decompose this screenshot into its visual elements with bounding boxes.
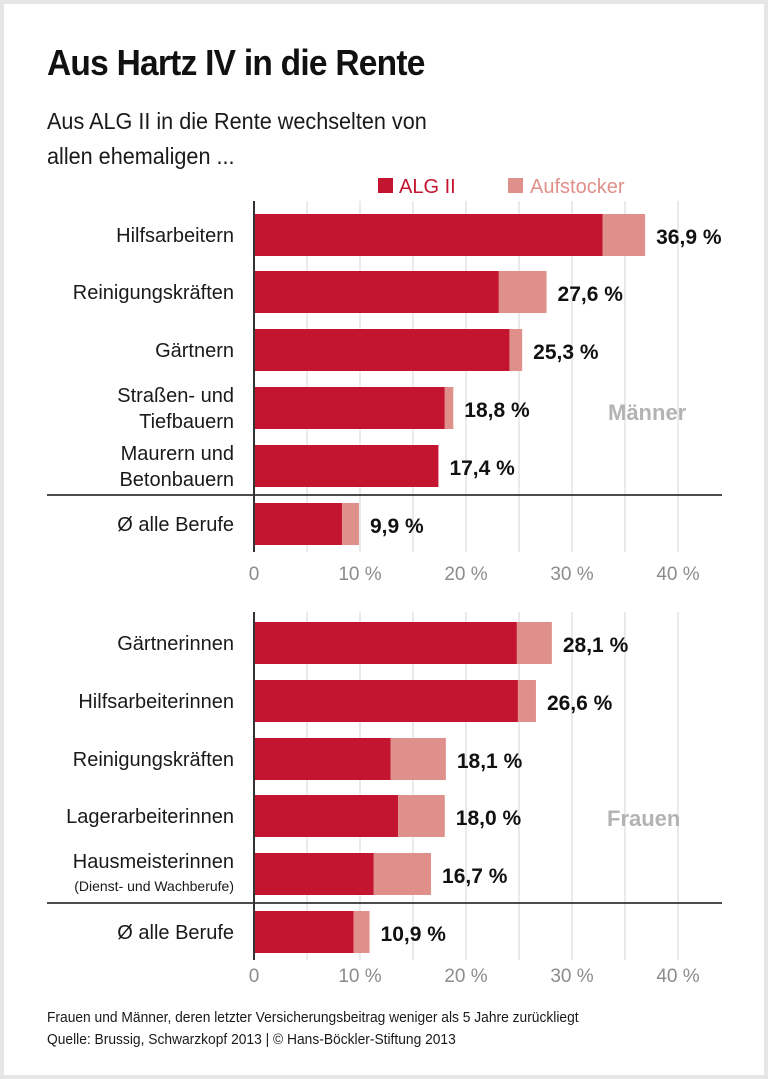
bar-aufstocker: [398, 795, 445, 837]
bar-aufstocker: [509, 329, 523, 371]
page-title: Aus Hartz IV in die Rente: [47, 42, 425, 83]
category-label: Straßen- und: [117, 385, 234, 407]
x-tick-label: 10 %: [338, 564, 381, 585]
value-label: 18,0 %: [456, 807, 522, 830]
x-tick-label: 40 %: [656, 564, 699, 585]
chart-area: ALG II Aufstocker 0 10 % 20 % 30 % 40 % Männe…: [47, 176, 722, 987]
x-tick-label: 30 %: [550, 966, 593, 987]
x-tick-label: 0: [249, 564, 260, 585]
value-label: 17,4 %: [449, 457, 515, 480]
category-label: Gärtnerinnen: [117, 633, 234, 655]
value-label: 16,7 %: [442, 865, 508, 888]
category-label: Hausmeisterinnen: [73, 851, 234, 873]
bar-aufstocker: [390, 738, 446, 780]
value-label: 26,6 %: [547, 692, 613, 715]
bar-aufstocker: [516, 622, 552, 664]
bar-aufstocker: [444, 387, 454, 429]
chart-panel-frauen: 0 10 % 20 % 30 % 40 % Frauen 28,1 % Gärtnerinne…: [47, 612, 722, 987]
bar-alg2: [254, 911, 354, 953]
category-label: Hilfsarbeiterinnen: [78, 691, 234, 713]
bar-alg2: [254, 738, 391, 780]
category-label: Reinigungskräften: [73, 282, 234, 304]
x-tick-label: 20 %: [444, 564, 487, 585]
bar-aufstocker: [373, 853, 432, 895]
category-label-line2: (Dienst- und Wachberufe): [74, 878, 234, 894]
value-label: 27,6 %: [558, 283, 624, 306]
group-label: Männer: [608, 400, 687, 425]
subtitle: Aus ALG II in die Rente wechselten von a…: [47, 104, 427, 174]
category-label-line2: Betonbauern: [119, 469, 234, 491]
bar-alg2: [254, 680, 518, 722]
bar-alg2: [254, 795, 399, 837]
group-label: Frauen: [607, 806, 680, 831]
footnote-source: Quelle: Brussig, Schwarzkopf 2013 | © Ha…: [47, 1031, 456, 1048]
subtitle-line-1: Aus ALG II in die Rente wechselten von: [47, 108, 427, 134]
chart-panel-maenner: 0 10 % 20 % 30 % 40 % Männer 36,9 % Hilfsarbeit…: [47, 201, 722, 585]
footnote: Frauen und Männer, deren letzter Versich…: [47, 1007, 579, 1051]
bar-alg2: [254, 445, 439, 487]
legend-swatch-alg2: [378, 178, 393, 193]
bar-aufstocker: [341, 503, 359, 545]
bar-aufstocker: [602, 214, 646, 256]
legend-label-aufstocker: Aufstocker: [530, 176, 625, 198]
legend-label-alg2: ALG II: [399, 176, 456, 198]
category-label: Reinigungskräften: [73, 749, 234, 771]
category-label-line2: Tiefbauern: [139, 411, 234, 433]
footnote-note: Frauen und Männer, deren letzter Versich…: [47, 1009, 579, 1026]
bar-alg2: [254, 387, 445, 429]
infographic-frame: Aus Hartz IV in die Rente Aus ALG II in …: [4, 4, 764, 1075]
value-label: 18,1 %: [457, 750, 523, 773]
x-tick-label: 30 %: [550, 564, 593, 585]
value-label: 36,9 %: [656, 226, 722, 249]
bar-aufstocker: [498, 271, 547, 313]
category-label: Gärtnern: [155, 340, 234, 362]
bar-alg2: [254, 329, 510, 371]
x-tick-label: 10 %: [338, 966, 381, 987]
bar-alg2: [254, 271, 499, 313]
value-label: 18,8 %: [464, 399, 530, 422]
bar-alg2: [254, 622, 517, 664]
x-tick-label: 0: [249, 966, 260, 987]
category-label: Hilfsarbeitern: [116, 225, 234, 247]
value-label: 9,9 %: [370, 515, 424, 538]
bar-alg2: [254, 853, 374, 895]
bar-alg2: [254, 503, 342, 545]
bar-aufstocker: [353, 911, 370, 953]
category-label: Ø alle Berufe: [117, 514, 234, 536]
category-label: Maurern und: [121, 443, 234, 465]
category-label: Ø alle Berufe: [117, 922, 234, 944]
x-tick-label: 40 %: [656, 966, 699, 987]
legend-swatch-aufstocker: [508, 178, 523, 193]
legend: ALG II Aufstocker: [378, 176, 625, 198]
value-label: 28,1 %: [563, 634, 629, 657]
subtitle-line-2: allen ehemaligen ...: [47, 143, 235, 169]
value-label: 25,3 %: [533, 341, 599, 364]
x-tick-label: 20 %: [444, 966, 487, 987]
bar-aufstocker: [517, 680, 536, 722]
value-label: 10,9 %: [381, 923, 447, 946]
bar-alg2: [254, 214, 603, 256]
category-label: Lagerarbeiterinnen: [66, 806, 234, 828]
